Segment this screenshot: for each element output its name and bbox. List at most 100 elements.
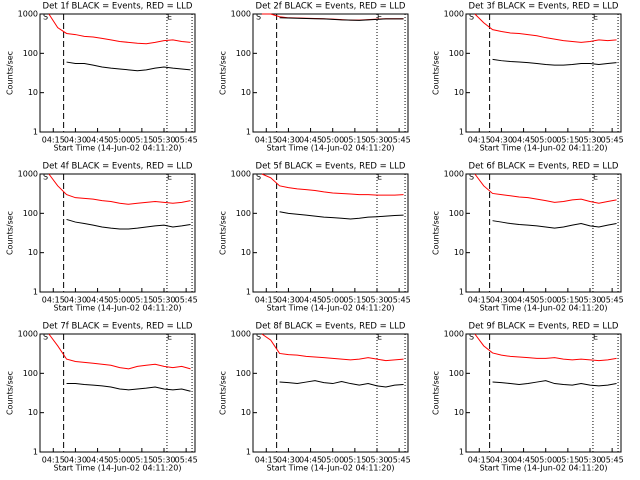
y-tick-label: 10 bbox=[454, 408, 464, 417]
x-tick-label: 04:15 bbox=[255, 296, 278, 305]
y-tick-label: 1 bbox=[459, 128, 464, 137]
x-tick-label: 04:30 bbox=[64, 136, 87, 145]
x-tick-label: 05:45 bbox=[601, 456, 624, 465]
series-line bbox=[66, 61, 191, 72]
y-tick-label: 10 bbox=[241, 248, 251, 257]
y-tick-label: 100 bbox=[23, 209, 38, 218]
y-tick-label: 1 bbox=[459, 448, 464, 457]
x-tick-label: 04:45 bbox=[512, 456, 535, 465]
panel: Det 6f BLACK = Events, RED = LLD 1 10 100 10… bbox=[432, 162, 624, 313]
chart-title: Det 3f BLACK = Events, RED = LLD bbox=[469, 2, 619, 12]
annotation: S bbox=[469, 13, 474, 22]
x-tick-label: 05:45 bbox=[175, 456, 198, 465]
x-tick-label: 05:45 bbox=[601, 296, 624, 305]
x-axis-label: Start Time (14-Jun-02 04:11:20) bbox=[480, 464, 608, 473]
panel: Det 1f BLACK = Events, RED = LLD 1 10 100 10… bbox=[6, 2, 198, 153]
x-tick-label: 05:00 bbox=[108, 136, 131, 145]
series-line bbox=[474, 173, 617, 204]
annotation: S bbox=[469, 333, 474, 342]
y-axis-label: Counts/sec bbox=[6, 51, 15, 95]
y-tick-label: 1 bbox=[33, 448, 38, 457]
x-tick-label: 05:30 bbox=[578, 136, 601, 145]
y-tick-label: 1 bbox=[33, 288, 38, 297]
annotation: E bbox=[377, 333, 382, 342]
plot-frame bbox=[39, 173, 196, 293]
y-axis-label: Counts/sec bbox=[432, 211, 441, 255]
annotation: S bbox=[43, 173, 48, 182]
annotation: E bbox=[167, 13, 172, 22]
y-tick-label: 100 bbox=[449, 369, 464, 378]
annotation: S bbox=[469, 173, 474, 182]
panel: Det 7f BLACK = Events, RED = LLD 1 10 100 10… bbox=[6, 322, 198, 473]
x-tick-label: 04:45 bbox=[512, 136, 535, 145]
chart-title: Det 7f BLACK = Events, RED = LLD bbox=[43, 322, 193, 332]
x-tick-label: 05:15 bbox=[130, 456, 153, 465]
y-tick-label: 10 bbox=[454, 88, 464, 97]
chart-title: Det 5f BLACK = Events, RED = LLD bbox=[256, 162, 406, 172]
y-tick-label: 10 bbox=[454, 248, 464, 257]
chart-title: Det 6f BLACK = Events, RED = LLD bbox=[469, 162, 619, 172]
x-tick-label: 05:15 bbox=[556, 296, 579, 305]
chart-title: Det 9f BLACK = Events, RED = LLD bbox=[469, 322, 619, 332]
y-tick-label: 100 bbox=[449, 209, 464, 218]
y-tick-label: 1000 bbox=[18, 330, 38, 339]
x-tick-label: 04:30 bbox=[490, 136, 513, 145]
x-axis-label: Start Time (14-Jun-02 04:11:20) bbox=[267, 144, 395, 153]
panel: Det 2f BLACK = Events, RED = LLD 1 10 100 10… bbox=[219, 2, 411, 153]
x-tick-label: 05:00 bbox=[534, 136, 557, 145]
x-tick-label: 05:15 bbox=[556, 136, 579, 145]
x-tick-label: 05:30 bbox=[578, 296, 601, 305]
x-tick-label: 05:30 bbox=[365, 136, 388, 145]
chart-title: Det 8f BLACK = Events, RED = LLD bbox=[256, 322, 406, 332]
x-tick-label: 05:00 bbox=[321, 296, 344, 305]
y-tick-label: 1000 bbox=[231, 10, 251, 19]
x-axis-label: Start Time (14-Jun-02 04:11:20) bbox=[480, 144, 608, 153]
annotation: E bbox=[167, 173, 172, 182]
x-axis-label: Start Time (14-Jun-02 04:11:20) bbox=[54, 304, 182, 313]
y-tick-label: 1000 bbox=[444, 170, 464, 179]
x-tick-label: 05:15 bbox=[130, 136, 153, 145]
x-tick-label: 05:45 bbox=[601, 136, 624, 145]
plot-frame bbox=[465, 173, 622, 293]
x-tick-label: 04:45 bbox=[86, 296, 109, 305]
y-axis-label: Counts/sec bbox=[432, 51, 441, 95]
panel: Det 5f BLACK = Events, RED = LLD 1 10 100 10… bbox=[219, 162, 411, 313]
x-tick-label: 05:00 bbox=[321, 136, 344, 145]
x-tick-label: 05:30 bbox=[152, 296, 175, 305]
x-tick-label: 04:30 bbox=[277, 136, 300, 145]
annotation: S bbox=[256, 13, 261, 22]
y-axis-label: Counts/sec bbox=[219, 371, 228, 415]
y-tick-label: 100 bbox=[23, 49, 38, 58]
series-line bbox=[279, 211, 404, 220]
x-tick-label: 05:15 bbox=[130, 296, 153, 305]
annotation: S bbox=[43, 13, 48, 22]
series-line bbox=[48, 13, 191, 45]
y-axis-label: Counts/sec bbox=[432, 371, 441, 415]
y-tick-label: 100 bbox=[23, 369, 38, 378]
chart-title: Det 2f BLACK = Events, RED = LLD bbox=[256, 2, 406, 12]
y-tick-label: 1000 bbox=[444, 330, 464, 339]
y-tick-label: 100 bbox=[449, 49, 464, 58]
x-tick-label: 04:30 bbox=[64, 456, 87, 465]
x-tick-label: 05:00 bbox=[108, 296, 131, 305]
y-axis-label: Counts/sec bbox=[219, 211, 228, 255]
x-tick-label: 04:30 bbox=[277, 456, 300, 465]
series-line bbox=[48, 333, 191, 370]
y-tick-label: 1000 bbox=[231, 330, 251, 339]
annotation: S bbox=[256, 173, 261, 182]
series-line bbox=[66, 383, 191, 392]
y-tick-label: 1 bbox=[246, 128, 251, 137]
series-line bbox=[474, 333, 617, 362]
x-tick-label: 04:15 bbox=[255, 456, 278, 465]
plot-frame bbox=[39, 13, 196, 133]
y-axis-label: Counts/sec bbox=[219, 51, 228, 95]
plot-frame bbox=[465, 13, 622, 133]
x-tick-label: 04:30 bbox=[277, 296, 300, 305]
y-tick-label: 1000 bbox=[18, 10, 38, 19]
y-tick-label: 10 bbox=[28, 248, 38, 257]
x-tick-label: 04:15 bbox=[42, 456, 65, 465]
series-line bbox=[474, 13, 617, 43]
x-tick-label: 04:45 bbox=[299, 136, 322, 145]
annotation: E bbox=[593, 333, 598, 342]
